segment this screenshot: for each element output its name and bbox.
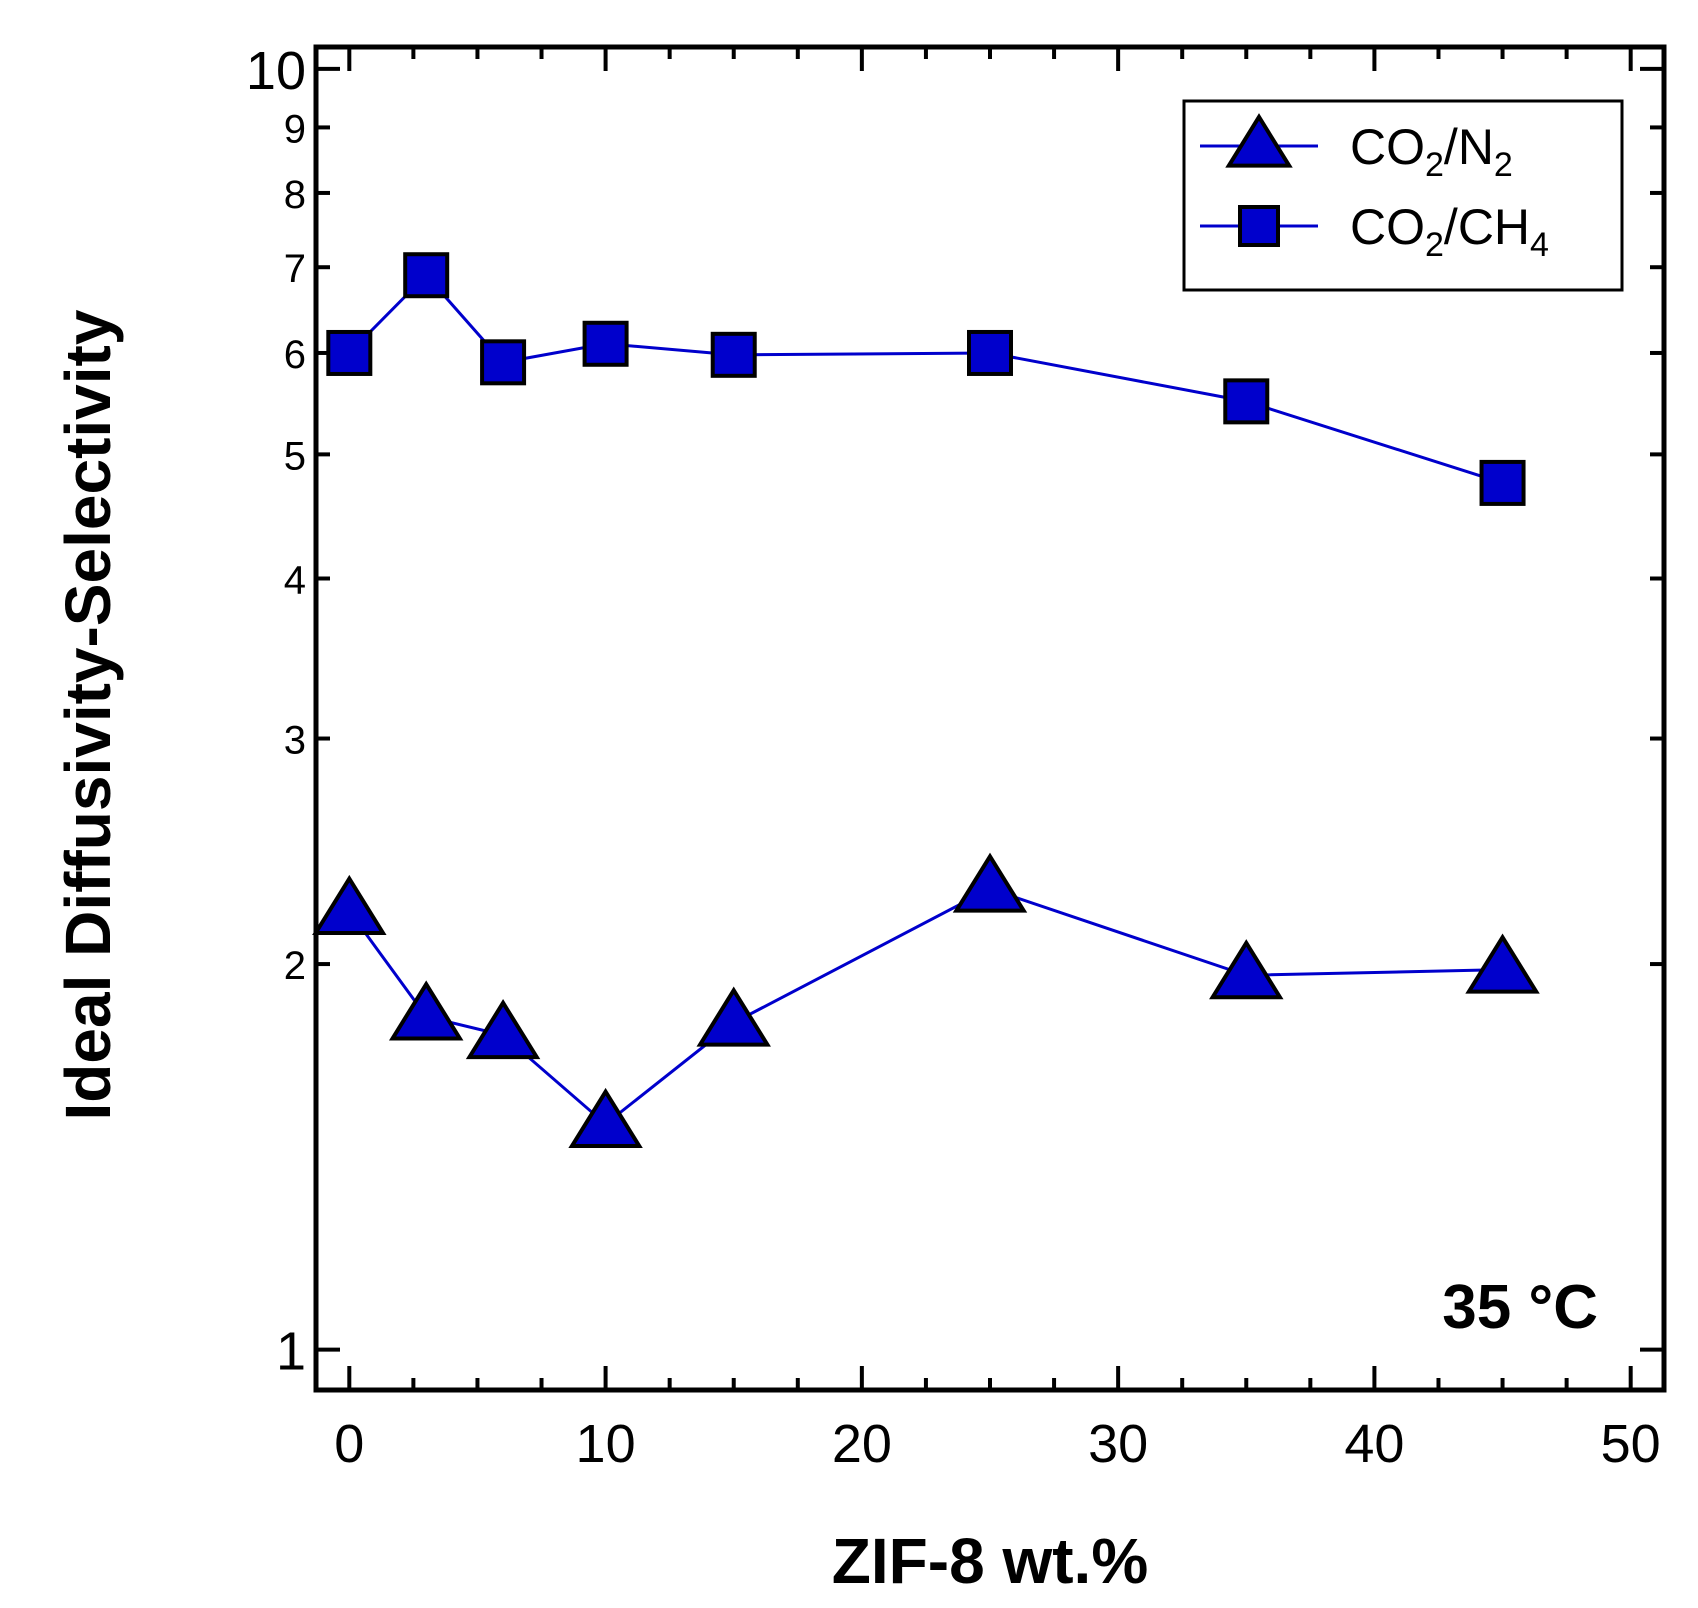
y-tick-label: 3 — [284, 719, 306, 763]
data-point-triangle — [1209, 939, 1284, 1000]
data-point-square — [582, 320, 629, 367]
legend-square-marker — [1238, 205, 1280, 247]
y-axis-title: Ideal Diffusivity-Selectivity — [52, 309, 124, 1120]
y-tick-label: 9 — [284, 107, 306, 151]
x-tick-label: 10 — [576, 1414, 636, 1474]
data-point-triangle — [312, 874, 387, 935]
data-point-triangle — [388, 980, 464, 1041]
y-tick-label: 6 — [284, 333, 306, 377]
y-tick-label: 10 — [246, 41, 306, 101]
legend-subscript: 2 — [1425, 146, 1444, 184]
data-point-square — [710, 331, 757, 378]
data-point-triangle — [696, 986, 771, 1047]
y-tick-label: 7 — [284, 247, 306, 291]
legend-text-part: CO — [1350, 119, 1425, 175]
legend-subscript: 2 — [1425, 226, 1444, 264]
y-tick-label: 8 — [284, 173, 306, 217]
x-tick-label: 20 — [832, 1414, 892, 1474]
x-tick-label: 40 — [1344, 1414, 1404, 1474]
data-point-square — [1479, 459, 1526, 506]
data-point-square — [1223, 378, 1270, 425]
legend-text-part: /N — [1444, 119, 1494, 175]
y-tick-label: 5 — [284, 434, 306, 478]
data-point-triangle — [952, 852, 1028, 913]
legend-label: CO2/CH4 — [1350, 199, 1549, 264]
y-tick-label: 2 — [284, 944, 306, 988]
plot-frame — [313, 44, 1667, 1393]
x-tick-label: 50 — [1601, 1414, 1661, 1474]
series-markers — [312, 252, 1540, 1149]
data-point-square — [326, 329, 373, 376]
y-tick-label: 4 — [284, 559, 306, 603]
legend-label: CO2/N2 — [1350, 119, 1513, 184]
legend-triangle-marker — [1225, 113, 1293, 168]
legend-subscript: 4 — [1530, 226, 1549, 264]
data-point-square — [480, 339, 527, 386]
legend-text-part: CO — [1350, 199, 1425, 255]
tick-labels: 0 10 20 30 40 50 1 2 3 4 5 6 7 8 9 10 — [246, 41, 1661, 1474]
legend-subscript: 2 — [1494, 146, 1513, 184]
temperature-annotation: 35 °C — [1442, 1273, 1598, 1342]
data-point-triangle — [1465, 933, 1540, 994]
x-tick-label: 0 — [334, 1414, 364, 1474]
legend-text-part: /CH — [1444, 199, 1530, 255]
data-point-square — [967, 329, 1013, 376]
x-axis-title: ZIF-8 wt.% — [832, 1525, 1148, 1597]
data-point-triangle — [568, 1087, 643, 1149]
x-tick-label: 30 — [1088, 1414, 1148, 1474]
data-point-triangle — [465, 999, 541, 1060]
y-tick-label: 1 — [276, 1322, 306, 1382]
data-point-square — [403, 252, 450, 299]
